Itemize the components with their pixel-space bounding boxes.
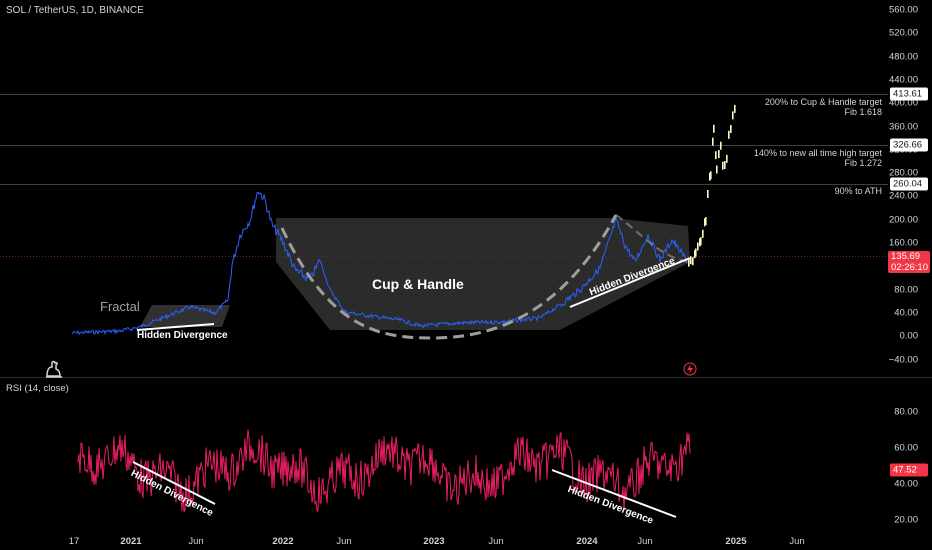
time-tick: Jun bbox=[336, 536, 352, 547]
level-note-413-line1: 200% to Cup & Handle target bbox=[764, 97, 882, 107]
divergence-line-1 bbox=[136, 323, 215, 331]
candle bbox=[722, 161, 724, 170]
level-note-326: 140% to new all time high target Fib 1.2… bbox=[754, 148, 882, 168]
price-tick: 200.00 bbox=[888, 214, 918, 226]
candle bbox=[690, 256, 692, 265]
level-note-413: 200% to Cup & Handle target Fib 1.618 bbox=[765, 97, 882, 117]
level-note-260: 90% to ATH bbox=[835, 186, 882, 196]
price-series bbox=[71, 191, 688, 336]
level-note-326-line2: Fib 1.272 bbox=[844, 158, 882, 168]
time-tick: 2021 bbox=[120, 536, 142, 547]
rsi-current-label: 47.52 bbox=[890, 463, 928, 477]
price-label-413: 413.61 bbox=[890, 87, 928, 101]
price-tick: 40.00 bbox=[894, 307, 918, 319]
rsi-tick: 80.00 bbox=[894, 406, 918, 418]
candle bbox=[688, 258, 690, 267]
rsi-tick: 40.00 bbox=[894, 478, 918, 490]
price-tick: 160.00 bbox=[888, 237, 918, 249]
divergence-line-2 bbox=[569, 257, 691, 308]
candle bbox=[694, 250, 696, 259]
price-tick: 360.00 bbox=[888, 121, 918, 132]
candle bbox=[730, 125, 732, 133]
time-tick: 2024 bbox=[576, 536, 598, 547]
current-price-label: 135.69 02:26:10 bbox=[888, 251, 930, 273]
symbol-title[interactable]: SOL / TetherUS, 1D, BINANCE bbox=[6, 5, 144, 16]
candle bbox=[720, 141, 722, 150]
hidden-divergence-label-1[interactable]: Hidden Divergence bbox=[137, 330, 228, 341]
level-note-260-line1: 90% to ATH bbox=[834, 186, 882, 196]
handle-arc bbox=[615, 214, 691, 263]
bar-countdown: 02:26:10 bbox=[891, 262, 928, 273]
candle bbox=[699, 238, 701, 247]
rsi-indicator-title[interactable]: RSI (14, close) bbox=[6, 383, 69, 394]
candle bbox=[728, 130, 730, 139]
candle bbox=[718, 150, 720, 159]
candle bbox=[695, 248, 697, 257]
time-tick: 17 bbox=[68, 536, 80, 547]
candle bbox=[724, 161, 726, 169]
price-label-260: 260.04 bbox=[890, 177, 928, 191]
candle bbox=[710, 171, 712, 180]
tradingview-logo-icon[interactable] bbox=[43, 358, 65, 380]
candle bbox=[700, 237, 702, 246]
candle bbox=[704, 218, 706, 227]
fractal-shape bbox=[140, 305, 230, 327]
rsi-tick: 20.00 bbox=[894, 514, 918, 526]
price-tick: 440.00 bbox=[888, 74, 918, 86]
price-tick: 560.00 bbox=[888, 4, 918, 16]
candle bbox=[716, 165, 718, 174]
time-tick: Jun bbox=[488, 536, 504, 547]
time-tick: 2025 bbox=[725, 536, 747, 547]
rsi-series bbox=[77, 429, 691, 513]
candle bbox=[702, 229, 704, 238]
candle bbox=[726, 154, 728, 163]
rsi-divergence-line-1 bbox=[132, 461, 216, 505]
candle bbox=[732, 111, 734, 120]
candle bbox=[707, 190, 709, 198]
candle bbox=[734, 104, 736, 113]
candle bbox=[715, 151, 717, 160]
cup-handle-label[interactable]: Cup & Handle bbox=[372, 276, 464, 292]
candle bbox=[709, 172, 711, 181]
fractal-label[interactable]: Fractal bbox=[100, 299, 140, 314]
level-note-413-line2: Fib 1.618 bbox=[844, 107, 882, 117]
time-tick: 2022 bbox=[272, 536, 294, 547]
candle bbox=[692, 257, 694, 266]
time-tick: Jun bbox=[789, 536, 805, 547]
time-tick: Jun bbox=[637, 536, 653, 547]
price-tick: −40.00 bbox=[888, 354, 918, 365]
cup-handle-shape bbox=[276, 218, 690, 330]
level-note-326-line1: 140% to new all time high target bbox=[753, 148, 882, 158]
price-line bbox=[71, 191, 688, 336]
candle-series bbox=[688, 104, 736, 267]
price-label-326: 326.66 bbox=[890, 138, 928, 152]
price-tick: 0.00 bbox=[899, 330, 919, 342]
time-tick: Jun bbox=[188, 536, 204, 547]
rsi-divergence-line-2 bbox=[551, 469, 677, 518]
candle bbox=[697, 242, 699, 251]
lightning-icon[interactable] bbox=[683, 362, 697, 376]
rsi-line bbox=[77, 429, 691, 513]
time-tick: 2023 bbox=[423, 536, 445, 547]
price-tick: 280.00 bbox=[888, 167, 918, 179]
cup-arc bbox=[280, 214, 618, 340]
price-tick: 80.00 bbox=[894, 284, 918, 296]
price-tick: 480.00 bbox=[888, 51, 918, 63]
candle bbox=[712, 137, 714, 146]
candle bbox=[705, 217, 707, 226]
price-tick: 400.00 bbox=[888, 97, 918, 109]
price-tick: 240.00 bbox=[888, 190, 918, 202]
rsi-tick: 60.00 bbox=[894, 442, 918, 454]
price-tick: 520.00 bbox=[888, 27, 918, 39]
current-price-value: 135.69 bbox=[891, 251, 921, 262]
candle bbox=[713, 124, 715, 133]
